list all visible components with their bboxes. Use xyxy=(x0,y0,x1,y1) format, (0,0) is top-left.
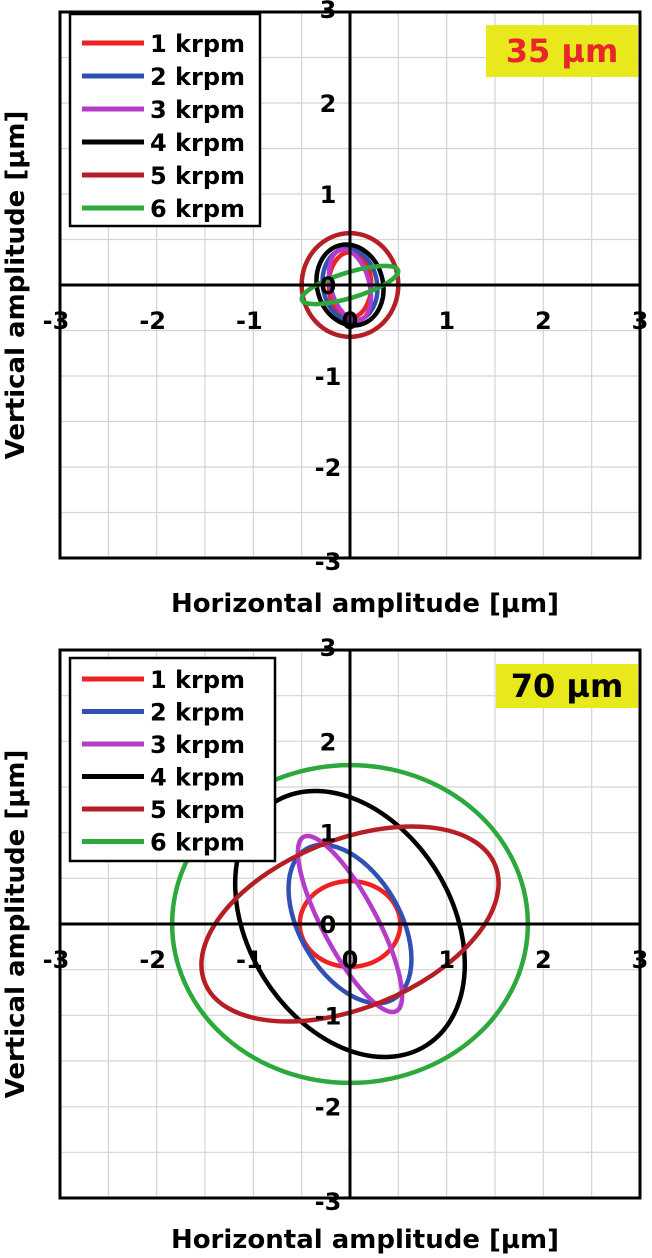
x-tick-label: -1 xyxy=(236,946,263,974)
legend-box xyxy=(68,12,262,228)
x-axis-title: Horizontal amplitude [µm] xyxy=(171,589,559,619)
x-tick-label: 1 xyxy=(438,307,455,335)
y-axis-title: Vertical amplitude [µm] xyxy=(1,750,31,1099)
x-tick-label: 0 xyxy=(342,946,359,974)
legend-label: 1 krpm xyxy=(150,30,245,58)
legend-label: 2 krpm xyxy=(150,699,245,727)
y-tick-label: 1 xyxy=(320,820,337,848)
legend: 1 krpm 2 krpm 3 krpm 4 krpm 5 krpm 6 krpm xyxy=(68,656,277,863)
y-tick-label: 2 xyxy=(320,90,337,118)
x-tick-label: -1 xyxy=(236,307,263,335)
badge-label: 70 µm xyxy=(511,667,624,705)
x-tick-label: 1 xyxy=(438,946,455,974)
legend-label: 3 krpm xyxy=(150,96,245,124)
x-axis-title: Horizontal amplitude [µm] xyxy=(171,1225,559,1255)
series-3-krpm-ellipse xyxy=(295,833,405,1015)
x-tick-label: 3 xyxy=(632,946,649,974)
x-tick-label: -3 xyxy=(43,946,70,974)
y-axis-title: Vertical amplitude [µm] xyxy=(1,111,31,460)
x-tick-label: 3 xyxy=(632,307,649,335)
x-tick-label: -2 xyxy=(139,946,166,974)
legend-label: 6 krpm xyxy=(150,829,245,857)
y-tick-label: -2 xyxy=(315,454,342,482)
series-5-krpm-ellipse xyxy=(199,824,501,1024)
legend-box xyxy=(68,656,277,863)
legend-label: 3 krpm xyxy=(150,731,245,759)
x-tick-label: -2 xyxy=(139,307,166,335)
y-tick-label: 3 xyxy=(320,634,337,662)
legend-label: 6 krpm xyxy=(150,195,245,223)
x-tick-label: -3 xyxy=(43,307,70,335)
legend-label: 5 krpm xyxy=(150,796,245,824)
legend-label: 1 krpm xyxy=(150,666,245,694)
y-tick-label: -3 xyxy=(315,1188,342,1216)
y-tick-label: -3 xyxy=(315,548,342,576)
y-tick-label: -2 xyxy=(315,1094,342,1122)
y-tick-label: 1 xyxy=(320,181,337,209)
legend-label: 2 krpm xyxy=(150,63,245,91)
badge-background xyxy=(486,25,638,77)
x-tick-label: 0 xyxy=(342,307,359,335)
y-tick-label: 0 xyxy=(320,272,337,300)
series-3-krpm-ellipse xyxy=(326,247,374,323)
series-4-krpm-ellipse xyxy=(314,242,386,328)
y-tick-label: 2 xyxy=(320,728,337,756)
y-tick-label: 0 xyxy=(320,911,337,939)
x-tick-label: 2 xyxy=(535,946,552,974)
legend: 1 krpm 2 krpm 3 krpm 4 krpm 5 krpm 6 krpm xyxy=(68,12,262,228)
x-tick-label: 2 xyxy=(535,307,552,335)
thickness-badge: 70 µm xyxy=(496,664,638,708)
thickness-badge: 35 µm xyxy=(486,25,638,77)
y-tick-label: 3 xyxy=(320,0,337,24)
legend-label: 4 krpm xyxy=(150,764,245,792)
series-6-krpm-ellipse xyxy=(299,263,401,307)
badge-background xyxy=(496,664,638,708)
y-tick-label: -1 xyxy=(315,363,342,391)
legend-label: 4 krpm xyxy=(150,129,245,157)
badge-label: 35 µm xyxy=(506,32,619,70)
y-tick-label: -1 xyxy=(315,1002,342,1030)
legend-label: 5 krpm xyxy=(150,162,245,190)
